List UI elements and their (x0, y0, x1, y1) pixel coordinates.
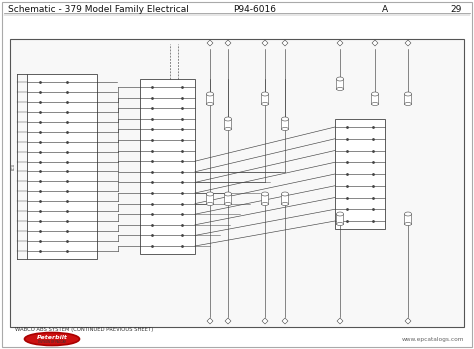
Polygon shape (282, 318, 288, 324)
Polygon shape (405, 40, 411, 46)
Text: WABCO ABS SYSTEM (CONTINUED PREVIOUS SHEET): WABCO ABS SYSTEM (CONTINUED PREVIOUS SHE… (15, 327, 153, 333)
Ellipse shape (282, 192, 289, 196)
Ellipse shape (225, 117, 231, 121)
Bar (282, 194, 289, 204)
Ellipse shape (404, 103, 411, 105)
Ellipse shape (337, 88, 344, 90)
Polygon shape (225, 40, 231, 46)
Ellipse shape (262, 202, 268, 206)
Ellipse shape (337, 223, 344, 225)
Ellipse shape (207, 92, 213, 96)
Ellipse shape (225, 202, 231, 206)
Bar (404, 94, 411, 104)
Ellipse shape (282, 202, 289, 206)
Bar (27, 74, 97, 259)
Polygon shape (262, 318, 268, 324)
Ellipse shape (225, 127, 231, 131)
Ellipse shape (25, 333, 80, 346)
Polygon shape (372, 40, 378, 46)
Bar (225, 119, 231, 129)
Ellipse shape (404, 92, 411, 96)
Ellipse shape (262, 192, 268, 196)
Bar (335, 119, 385, 229)
Polygon shape (262, 40, 268, 46)
Bar (10, 39, 464, 327)
Bar (207, 94, 213, 104)
Polygon shape (337, 40, 343, 46)
Ellipse shape (262, 92, 268, 96)
Polygon shape (337, 318, 343, 324)
Text: ECU: ECU (12, 163, 16, 170)
Polygon shape (207, 318, 213, 324)
Ellipse shape (225, 192, 231, 196)
Bar (262, 194, 268, 204)
Bar (337, 214, 344, 224)
Ellipse shape (404, 212, 411, 216)
Text: www.epcatalogs.com: www.epcatalogs.com (401, 336, 464, 342)
Ellipse shape (404, 223, 411, 225)
Polygon shape (405, 318, 411, 324)
Text: 29: 29 (450, 5, 462, 14)
Polygon shape (282, 40, 288, 46)
Bar (282, 119, 289, 129)
Ellipse shape (262, 103, 268, 105)
Bar (372, 94, 379, 104)
Ellipse shape (337, 77, 344, 81)
Ellipse shape (207, 192, 213, 196)
Polygon shape (207, 40, 213, 46)
Bar (225, 194, 231, 204)
Polygon shape (225, 318, 231, 324)
Ellipse shape (282, 127, 289, 131)
Bar (140, 79, 195, 254)
Text: P94-6016: P94-6016 (234, 5, 276, 14)
Ellipse shape (207, 103, 213, 105)
Bar (207, 194, 213, 204)
Ellipse shape (337, 212, 344, 216)
Bar (404, 214, 411, 224)
Ellipse shape (207, 202, 213, 206)
Text: Schematic - 379 Model Family Electrical: Schematic - 379 Model Family Electrical (8, 5, 189, 14)
Text: DIVISION OF PACCAR: DIVISION OF PACCAR (38, 340, 66, 344)
Text: A: A (382, 5, 388, 14)
Text: Peterbilt: Peterbilt (36, 335, 67, 340)
Ellipse shape (282, 117, 289, 121)
Ellipse shape (372, 92, 379, 96)
Ellipse shape (372, 103, 379, 105)
Bar (262, 94, 268, 104)
Bar (337, 79, 344, 89)
